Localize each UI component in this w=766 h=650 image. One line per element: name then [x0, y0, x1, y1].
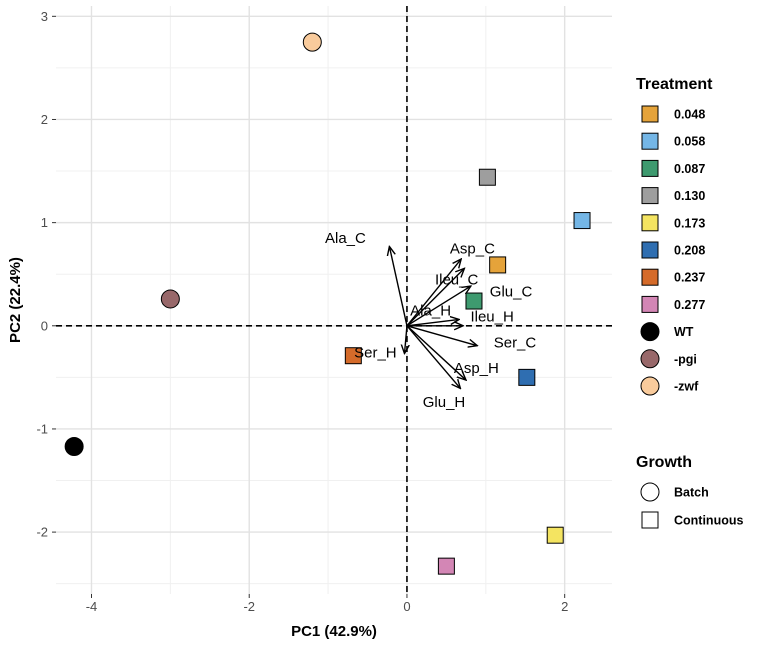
legend-item-0-058: 0.058 [641, 132, 705, 150]
legend-key-square [641, 268, 659, 286]
legend-key-square [641, 159, 659, 177]
point-0-277 [437, 557, 455, 575]
loading-arrow-ser-h [405, 325, 407, 353]
point-0-173 [546, 526, 564, 544]
point-0-058 [573, 212, 591, 230]
y-axis-title: PC2 (22.4%) [7, 257, 24, 343]
legend-key-square [641, 511, 659, 529]
point-pgi [160, 289, 180, 309]
legend-item-zwf: -zwf [640, 376, 699, 396]
y-tick-label: -2 [36, 525, 48, 540]
legend-item-0-237: 0.237 [641, 268, 705, 286]
legend-label: -zwf [674, 380, 699, 394]
y-tick-label: 2 [41, 112, 48, 127]
y-tick-label: 3 [41, 9, 48, 24]
x-tick-label: -2 [243, 599, 255, 614]
legend-label: Batch [674, 486, 709, 500]
legend-label: 0.058 [674, 135, 705, 149]
y-tick-label: -1 [36, 421, 48, 436]
legend-item-0-208: 0.208 [641, 241, 705, 259]
loading-label-ileu-h: Ileu_H [470, 309, 513, 326]
loading-label-ser-h: Ser_H [354, 345, 397, 362]
point-0-048 [489, 256, 507, 274]
legend-item-0-048: 0.048 [641, 105, 705, 123]
y-tick-label: 0 [41, 318, 48, 333]
legend-key-square [641, 241, 659, 259]
point-wt [64, 436, 84, 456]
x-tick-label: 2 [561, 599, 568, 614]
legend-key-circle [640, 376, 660, 396]
loading-arrow-ser-c [406, 325, 476, 346]
loading-arrow-ala-c [390, 247, 408, 326]
legend-key-square [641, 295, 659, 313]
loading-label-asp-c: Asp_C [450, 240, 495, 257]
legend-key-circle [640, 349, 660, 369]
legend-item-wt: WT [640, 322, 694, 342]
loading-arrow-glu-c [406, 287, 470, 327]
legend-label: 0.208 [674, 244, 705, 258]
legend-item-batch: Batch [640, 482, 709, 502]
point-0-087 [465, 292, 483, 310]
legend-key-square [641, 187, 659, 205]
legend: Treatment 0.048 0.058 0.087 0.130 0.173 0.208… [636, 76, 743, 529]
reference-lines [56, 6, 612, 594]
legend-title-growth: Growth [636, 454, 692, 471]
x-axis-title: PC1 (42.9%) [291, 623, 377, 640]
loading-arrows [390, 247, 477, 387]
loading-arrow-glu-h [406, 325, 460, 388]
legend-label: Continuous [674, 514, 743, 528]
point-zwf [302, 32, 322, 52]
axis-ticks: -4 -2 0 2 -2 -1 0 1 2 3 [36, 9, 568, 614]
legend-growth-items: Batch Continuous [640, 482, 743, 529]
grid-lines [56, 6, 612, 594]
legend-treatment-items: 0.048 0.058 0.087 0.130 0.173 0.208 0.237 0.277… [640, 105, 705, 396]
legend-label: 0.237 [674, 271, 705, 285]
y-tick-label: 1 [41, 215, 48, 230]
loading-label-ser-c: Ser_C [494, 334, 537, 351]
legend-item-pgi: -pgi [640, 349, 697, 369]
loading-arrow-ileu-c [406, 269, 464, 327]
legend-item-continuous: Continuous [641, 511, 743, 529]
legend-label: 0.130 [674, 189, 705, 203]
loading-label-ileu-c: Ileu_C [435, 271, 479, 288]
legend-key-square [641, 132, 659, 150]
point-0-208 [518, 368, 536, 386]
x-tick-label: 0 [403, 599, 410, 614]
legend-label: 0.277 [674, 298, 705, 312]
legend-label: -pgi [674, 352, 697, 366]
legend-label: 0.087 [674, 162, 705, 176]
legend-item-0-277: 0.277 [641, 295, 705, 313]
legend-item-0-087: 0.087 [641, 159, 705, 177]
point-0-130 [478, 168, 496, 186]
legend-label: 0.173 [674, 216, 705, 230]
legend-key-circle [640, 322, 660, 342]
legend-title-treatment: Treatment [636, 76, 713, 93]
loading-label-asp-h: Asp_H [454, 360, 499, 377]
loading-arrow-asp-c [406, 260, 461, 327]
legend-key-square [641, 214, 659, 232]
loading-label-ala-c: Ala_C [325, 230, 366, 247]
loading-labels: Ala_C Asp_C Ileu_C Glu_C Ala_H Ileu_H Ser_C Ser… [325, 230, 536, 411]
legend-key-circle [640, 482, 660, 502]
data-points [64, 32, 591, 575]
loading-label-ala-h: Ala_H [410, 302, 451, 319]
legend-item-0-173: 0.173 [641, 214, 705, 232]
loading-arrow-ala-h [406, 320, 458, 327]
loading-arrow-asp-h [406, 325, 465, 380]
legend-label: 0.048 [674, 108, 705, 122]
legend-item-0-130: 0.130 [641, 187, 705, 205]
point-0-237 [344, 347, 362, 365]
loading-label-glu-h: Glu_H [423, 394, 466, 411]
x-tick-label: -4 [86, 599, 98, 614]
legend-key-square [641, 105, 659, 123]
legend-label: WT [674, 325, 694, 339]
loading-label-glu-c: Glu_C [490, 284, 533, 301]
